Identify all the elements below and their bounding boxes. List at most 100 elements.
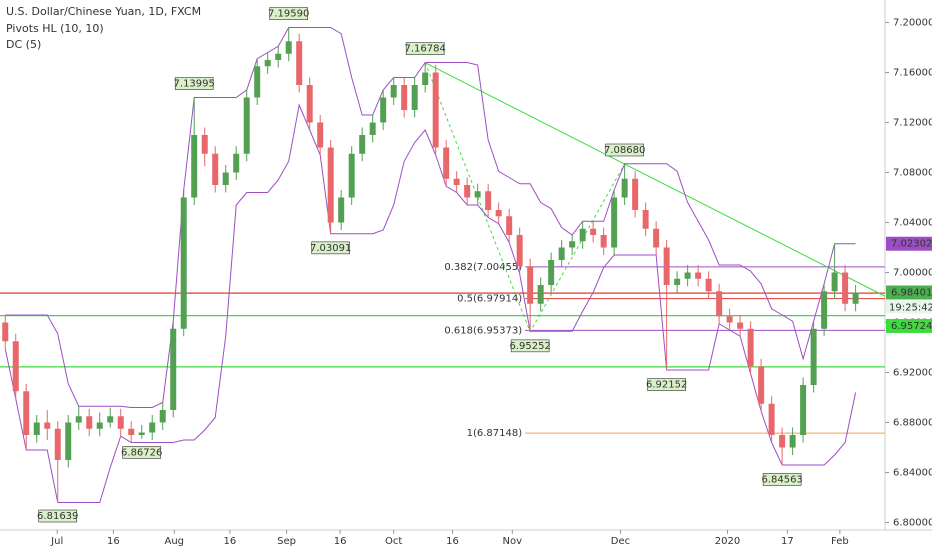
candle-body xyxy=(653,228,660,248)
candle-body xyxy=(201,135,208,154)
candle-body xyxy=(138,432,145,435)
candle-body xyxy=(422,72,429,85)
pivot-label: 6.86726 xyxy=(121,447,162,458)
countdown-box xyxy=(886,300,932,314)
candle-body xyxy=(128,428,135,435)
pivot-box xyxy=(174,77,214,90)
pivot-label: 6.95252 xyxy=(509,341,550,352)
candle-body xyxy=(233,153,240,173)
x-tick-label: Jul xyxy=(50,536,63,547)
candle-body xyxy=(264,60,271,67)
candle-body xyxy=(33,422,40,435)
candle-body xyxy=(65,422,72,460)
candle-body xyxy=(768,403,775,435)
candle-body xyxy=(789,435,796,448)
candle-body xyxy=(401,85,408,110)
donchian-lower xyxy=(4,103,857,503)
pivot-box xyxy=(647,378,686,391)
candle-body xyxy=(485,191,492,210)
x-tick-label: Feb xyxy=(831,536,849,547)
candle-body xyxy=(632,178,639,210)
candle-body xyxy=(516,235,523,267)
candle-body xyxy=(180,197,187,329)
price-tag-label: 6.98401 xyxy=(891,287,932,298)
y-tick-label: 6.80000 xyxy=(893,518,932,529)
pivot-label: 6.92152 xyxy=(646,380,687,391)
candle-body xyxy=(107,416,114,423)
pivot-box xyxy=(762,473,802,486)
pivot-box xyxy=(269,7,309,20)
y-tick-label: 7.00000 xyxy=(893,268,932,279)
price-tag xyxy=(886,285,932,300)
fib-label: 1(6.87148) xyxy=(467,428,523,439)
candle-body xyxy=(44,422,51,429)
x-tick-label: Aug xyxy=(165,536,185,547)
x-tick-label: 16 xyxy=(224,536,237,547)
candle-body xyxy=(548,260,555,285)
candle-body xyxy=(684,272,691,279)
candle-body xyxy=(758,366,765,404)
price-tag-label: 7.02302 xyxy=(891,239,932,250)
trendline xyxy=(424,62,886,297)
plot: 6.800006.840006.880006.920006.960007.000… xyxy=(0,7,932,547)
y-tick-label: 7.16000 xyxy=(893,68,932,79)
fib-label: 0.382(7.00455) xyxy=(444,262,522,273)
y-tick-label: 7.20000 xyxy=(893,18,932,29)
candle-body xyxy=(506,216,513,235)
pivot-box xyxy=(605,143,644,157)
candle-body xyxy=(12,341,19,392)
candle-body xyxy=(569,241,576,248)
candle-body xyxy=(254,66,261,98)
fib-label: 0.5(6.97914) xyxy=(457,294,522,305)
candle-body xyxy=(23,391,30,435)
candle-body xyxy=(222,172,229,185)
x-tick-label: 2020 xyxy=(715,536,740,547)
fib-label: 0.618(6.95373) xyxy=(444,325,522,336)
candle-body xyxy=(170,328,177,410)
candle-body xyxy=(54,428,61,460)
candle-body xyxy=(212,153,219,185)
candle-body xyxy=(443,147,450,179)
candle-body xyxy=(642,210,649,229)
pivot-box xyxy=(38,509,78,523)
candle-body xyxy=(369,122,376,135)
candle-body xyxy=(831,272,838,292)
candle-body xyxy=(243,97,250,154)
pivot-label: 7.16784 xyxy=(404,44,445,55)
indicator-label: DC (5) xyxy=(6,38,41,51)
candle-body xyxy=(191,135,198,198)
y-tick-label: 6.92000 xyxy=(893,368,932,379)
candle-body xyxy=(590,228,597,235)
candle-body xyxy=(348,153,355,198)
y-tick-label: 7.04000 xyxy=(893,218,932,229)
x-tick-label: 16 xyxy=(334,536,347,547)
pivot-box xyxy=(122,446,162,459)
donchian-upper xyxy=(5,27,856,408)
x-tick-label: Nov xyxy=(503,536,523,547)
x-tick-label: Sep xyxy=(277,536,296,547)
candle-body xyxy=(779,435,786,448)
y-tick-label: 6.88000 xyxy=(893,418,932,429)
candle-body xyxy=(611,197,618,248)
candle-body xyxy=(705,278,712,292)
candle-body xyxy=(747,328,754,367)
candle-body xyxy=(726,316,733,323)
candle-body xyxy=(453,178,460,185)
price-tag xyxy=(886,318,932,333)
candle-body xyxy=(800,385,807,435)
candle-body xyxy=(716,291,723,317)
candle-body xyxy=(275,53,282,60)
pivot-label: 7.13995 xyxy=(174,79,215,90)
candle-body xyxy=(537,285,544,304)
indicator-label: Pivots HL (10, 10) xyxy=(6,22,104,35)
candle-body xyxy=(317,122,324,148)
pivot-label: 7.08680 xyxy=(604,145,645,156)
pivot-box xyxy=(510,339,550,353)
candle-body xyxy=(159,410,166,423)
candle-body xyxy=(695,272,702,279)
x-tick-label: Dec xyxy=(611,536,630,547)
pivot-label: 7.19590 xyxy=(268,9,309,20)
candle-body xyxy=(432,72,439,148)
candle-body xyxy=(810,328,817,385)
price-tag xyxy=(886,236,932,251)
